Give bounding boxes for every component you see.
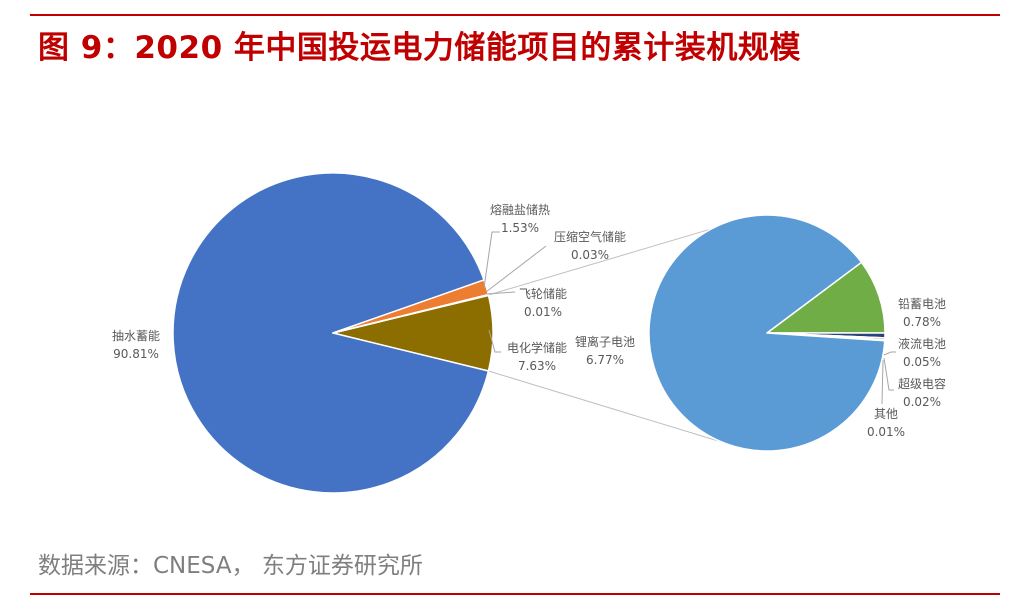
- source-note: 数据来源：CNESA， 东方证券研究所: [38, 553, 423, 579]
- label-pumped-hydro: 抽水蓄能 90.81%: [112, 329, 160, 361]
- label-lead-carbon-value: 0.78%: [903, 315, 941, 329]
- connector-lines: [488, 228, 723, 443]
- connector-line-top: [488, 228, 712, 296]
- label-lithium-ion: 锂离子电池 6.77%: [575, 334, 635, 367]
- chart-title: 图 9：2020 年中国投运电力储能项目的累计装机规模: [38, 30, 801, 66]
- label-flow-battery-value: 0.05%: [903, 355, 941, 369]
- secondary-pie: [648, 214, 886, 452]
- label-electrochemical: 电化学储能 7.63%: [507, 340, 567, 373]
- label-supercapacitor-category: 超级电容: [898, 376, 946, 391]
- label-electrochemical-value: 7.63%: [518, 359, 556, 373]
- label-flow-battery: 液流电池 0.05%: [898, 336, 946, 369]
- slice-pumped-hydro: [172, 172, 490, 494]
- label-other-value: 0.01%: [867, 425, 905, 439]
- label-lead-carbon-category: 铅蓄电池: [898, 297, 946, 311]
- top-rule: [30, 14, 1000, 16]
- label-flywheel-value: 0.01%: [524, 305, 562, 319]
- label-supercapacitor-value: 0.02%: [903, 395, 941, 409]
- label-lithium-ion-value: 6.77%: [586, 353, 624, 367]
- connector-line-bottom: [488, 370, 723, 443]
- label-other: 其他 0.01%: [867, 407, 905, 439]
- label-molten-salt: 熔融盐储热 1.53%: [490, 202, 550, 235]
- label-flow-battery-category: 液流电池: [898, 336, 946, 351]
- data-labels: 抽水蓄能 90.81% 熔融盐储热 1.53% 压缩空气储能 0.03% 飞轮储能 0.01%…: [112, 202, 946, 439]
- leader-supercapacitor: [883, 357, 894, 391]
- label-flywheel-category: 飞轮储能: [519, 286, 567, 301]
- leader-electrochemical: [488, 329, 501, 353]
- label-electrochemical-category: 电化学储能: [507, 340, 567, 355]
- label-molten-salt-category: 熔融盐储热: [490, 202, 550, 217]
- label-supercapacitor: 超级电容 0.02%: [898, 376, 946, 409]
- label-flywheel: 飞轮储能 0.01%: [519, 286, 567, 319]
- leader-compressed-air: [485, 245, 547, 293]
- slice-lead-carbon: [766, 261, 886, 334]
- leader-lines: [483, 231, 896, 405]
- leader-other: [881, 359, 884, 405]
- leader-flywheel: [486, 291, 516, 295]
- label-compressed-air: 压缩空气储能 0.03%: [554, 229, 626, 262]
- label-compressed-air-category: 压缩空气储能: [554, 229, 626, 244]
- label-other-category: 其他: [874, 407, 898, 421]
- leader-molten-salt: [483, 231, 500, 289]
- label-lithium-ion-category: 锂离子电池: [575, 334, 635, 349]
- bottom-rule: [30, 593, 1000, 595]
- slice-lithium-ion: [648, 214, 886, 452]
- leader-flow-battery: [883, 351, 896, 356]
- label-pumped-hydro-value: 90.81%: [113, 347, 159, 361]
- label-lead-carbon: 铅蓄电池 0.78%: [898, 297, 946, 329]
- label-pumped-hydro-category: 抽水蓄能: [112, 329, 160, 343]
- label-compressed-air-value: 0.03%: [571, 248, 609, 262]
- label-molten-salt-value: 1.53%: [501, 221, 539, 235]
- slice-flywheel: [332, 294, 490, 334]
- main-pie: [172, 172, 494, 494]
